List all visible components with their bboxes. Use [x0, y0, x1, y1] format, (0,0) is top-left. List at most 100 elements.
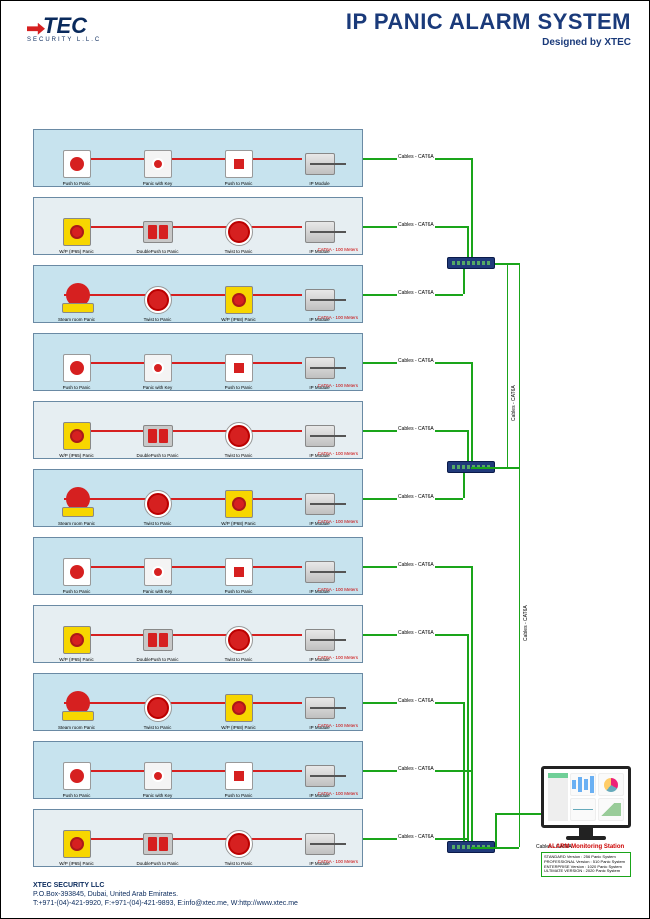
device-slot: DoublePush to Panic: [119, 402, 196, 458]
ip-module-icon: [305, 493, 335, 515]
wp-panic-icon: [63, 626, 91, 654]
device-row: Push to Panic Panic with Key Push to Panic…: [33, 537, 363, 595]
footer: XTEC SECURITY LLC P.O.Box-393845, Dubai,…: [33, 881, 298, 908]
footer-address: P.O.Box-393845, Dubai, United Arab Emira…: [33, 890, 298, 899]
device-slot: Twist to Panic: [200, 402, 277, 458]
device-label: Panic with Key: [143, 589, 173, 594]
device-slot: Panic with Key: [119, 742, 196, 798]
device-label: Push to Panic: [63, 589, 91, 594]
device-slot: Push to Panic: [200, 742, 277, 798]
device-slot: IP Module: [281, 198, 358, 254]
device-row: Steam room PanicTwist to PanicW/P (IP68)…: [33, 469, 363, 527]
double-push-icon: [143, 833, 173, 855]
device-label: DoublePush to Panic: [136, 453, 178, 458]
device-slot: DoublePush to Panic: [119, 198, 196, 254]
monitor-area-chart: [598, 798, 624, 821]
device-label: Push to Panic: [63, 181, 91, 186]
device-label: Twist to Panic: [225, 657, 253, 662]
device-slot: W/P (IP68) Panic: [200, 266, 277, 322]
device-slot: W/P (IP65) Panic: [38, 810, 115, 866]
push-panic-square-icon: [225, 762, 253, 790]
row-cable-label: Cables - CAT6A: [397, 834, 435, 840]
device-slot: IP Module: [281, 606, 358, 662]
wp68-panic-icon: [225, 694, 253, 722]
page-title-block: IP PANIC ALARM SYSTEM Designed by XTEC: [346, 9, 631, 48]
trunk-b: [519, 263, 520, 847]
wp-panic-icon: [63, 830, 91, 858]
page: TEC SECURITY L.L.C IP PANIC ALARM SYSTEM…: [0, 0, 650, 919]
device-label: Push to Panic: [225, 385, 253, 390]
ip-module-icon: [305, 765, 335, 787]
ip-module-icon: [305, 833, 335, 855]
twist-panic-icon: [144, 490, 172, 518]
row-cable-label: Cables - CAT6A: [397, 154, 435, 160]
device-slot: Twist to Panic: [200, 810, 277, 866]
device-slot: IP Module: [281, 402, 358, 458]
push-panic-icon: [63, 762, 91, 790]
device-row: W/P (IP65) Panic DoublePush to Panic Twist…: [33, 809, 363, 867]
wp68-panic-icon: [225, 490, 253, 518]
ip-module-icon: [305, 697, 335, 719]
twist-panic-icon: [225, 830, 253, 858]
device-row: Steam room Panic Twist to Panic W/P (IP68)…: [33, 265, 363, 323]
logo: TEC SECURITY L.L.C: [27, 13, 101, 43]
device-slot: Steam room Panic: [38, 266, 115, 322]
device-slot: W/P (IP68) Panic: [200, 470, 277, 526]
cable-length-note: CAT6A - 100 Meters: [318, 519, 358, 524]
device-slot: Panic with Key: [119, 334, 196, 390]
device-label: Steam room Panic: [58, 317, 95, 322]
row-cable-label: Cables - CAT6A: [397, 494, 435, 500]
device-label: W/P (IP65) Panic: [59, 453, 93, 458]
device-slot: IP Module: [281, 674, 358, 730]
device-label: Push to Panic: [63, 793, 91, 798]
device-slot: Push to Panic: [200, 130, 277, 186]
device-row: W/P (IP65) PanicDoublePush to PanicTwist…: [33, 605, 363, 663]
device-label: Panic with Key: [143, 385, 173, 390]
device-label: Push to Panic: [225, 793, 253, 798]
device-label: W/P (IP68) Panic: [221, 317, 255, 322]
panic-key-icon: [144, 150, 172, 178]
device-label: W/P (IP68) Panic: [221, 725, 255, 730]
device-label: DoublePush to Panic: [136, 861, 178, 866]
device-slot: Steam room Panic: [38, 674, 115, 730]
cable-length-note: CAT6A - 100 Meters: [318, 451, 358, 456]
wp-panic-icon: [63, 218, 91, 246]
monitor-pie-chart: [598, 773, 624, 796]
device-slot: Push to Panic: [200, 334, 277, 390]
device-label: Push to Panic: [225, 181, 253, 186]
cable-length-note: CAT6A - 100 Meters: [318, 247, 358, 252]
device-label: Twist to Panic: [144, 725, 172, 730]
device-slot: IP Module: [281, 266, 358, 322]
device-slot: Push to Panic: [38, 742, 115, 798]
cable-length-note: CAT6A - 100 Meters: [318, 859, 358, 864]
twist-panic-icon: [144, 694, 172, 722]
device-slot: IP Module: [281, 130, 358, 186]
device-slot: IP Module: [281, 334, 358, 390]
twist-panic-icon: [225, 626, 253, 654]
sw-to-monitor-h: [495, 813, 541, 815]
row-cable-v: [467, 634, 469, 847]
twist-panic-icon: [225, 422, 253, 450]
device-row: W/P (IP65) Panic DoublePush to Panic Twist…: [33, 401, 363, 459]
ip-module-icon: [305, 221, 335, 243]
device-slot: Twist to Panic: [119, 266, 196, 322]
device-label: Twist to Panic: [144, 521, 172, 526]
push-panic-square-icon: [225, 354, 253, 382]
steam-panic-icon: [62, 695, 92, 721]
page-title: IP PANIC ALARM SYSTEM: [346, 9, 631, 35]
device-slot: Push to Panic: [38, 538, 115, 594]
ip-module-icon: [305, 425, 335, 447]
device-slot: DoublePush to Panic: [119, 810, 196, 866]
double-push-icon: [143, 221, 173, 243]
device-slot: Push to Panic: [200, 538, 277, 594]
device-label: Push to Panic: [225, 589, 253, 594]
device-slot: DoublePush to Panic: [119, 606, 196, 662]
twist-panic-icon: [144, 286, 172, 314]
wp68-panic-icon: [225, 286, 253, 314]
ip-module-icon: [305, 153, 335, 175]
steam-panic-icon: [62, 287, 92, 313]
row-cable-label: Cables - CAT6A: [397, 766, 435, 772]
row-cable-label: Cables - CAT6A: [397, 358, 435, 364]
push-panic-square-icon: [225, 150, 253, 178]
push-panic-icon: [63, 150, 91, 178]
